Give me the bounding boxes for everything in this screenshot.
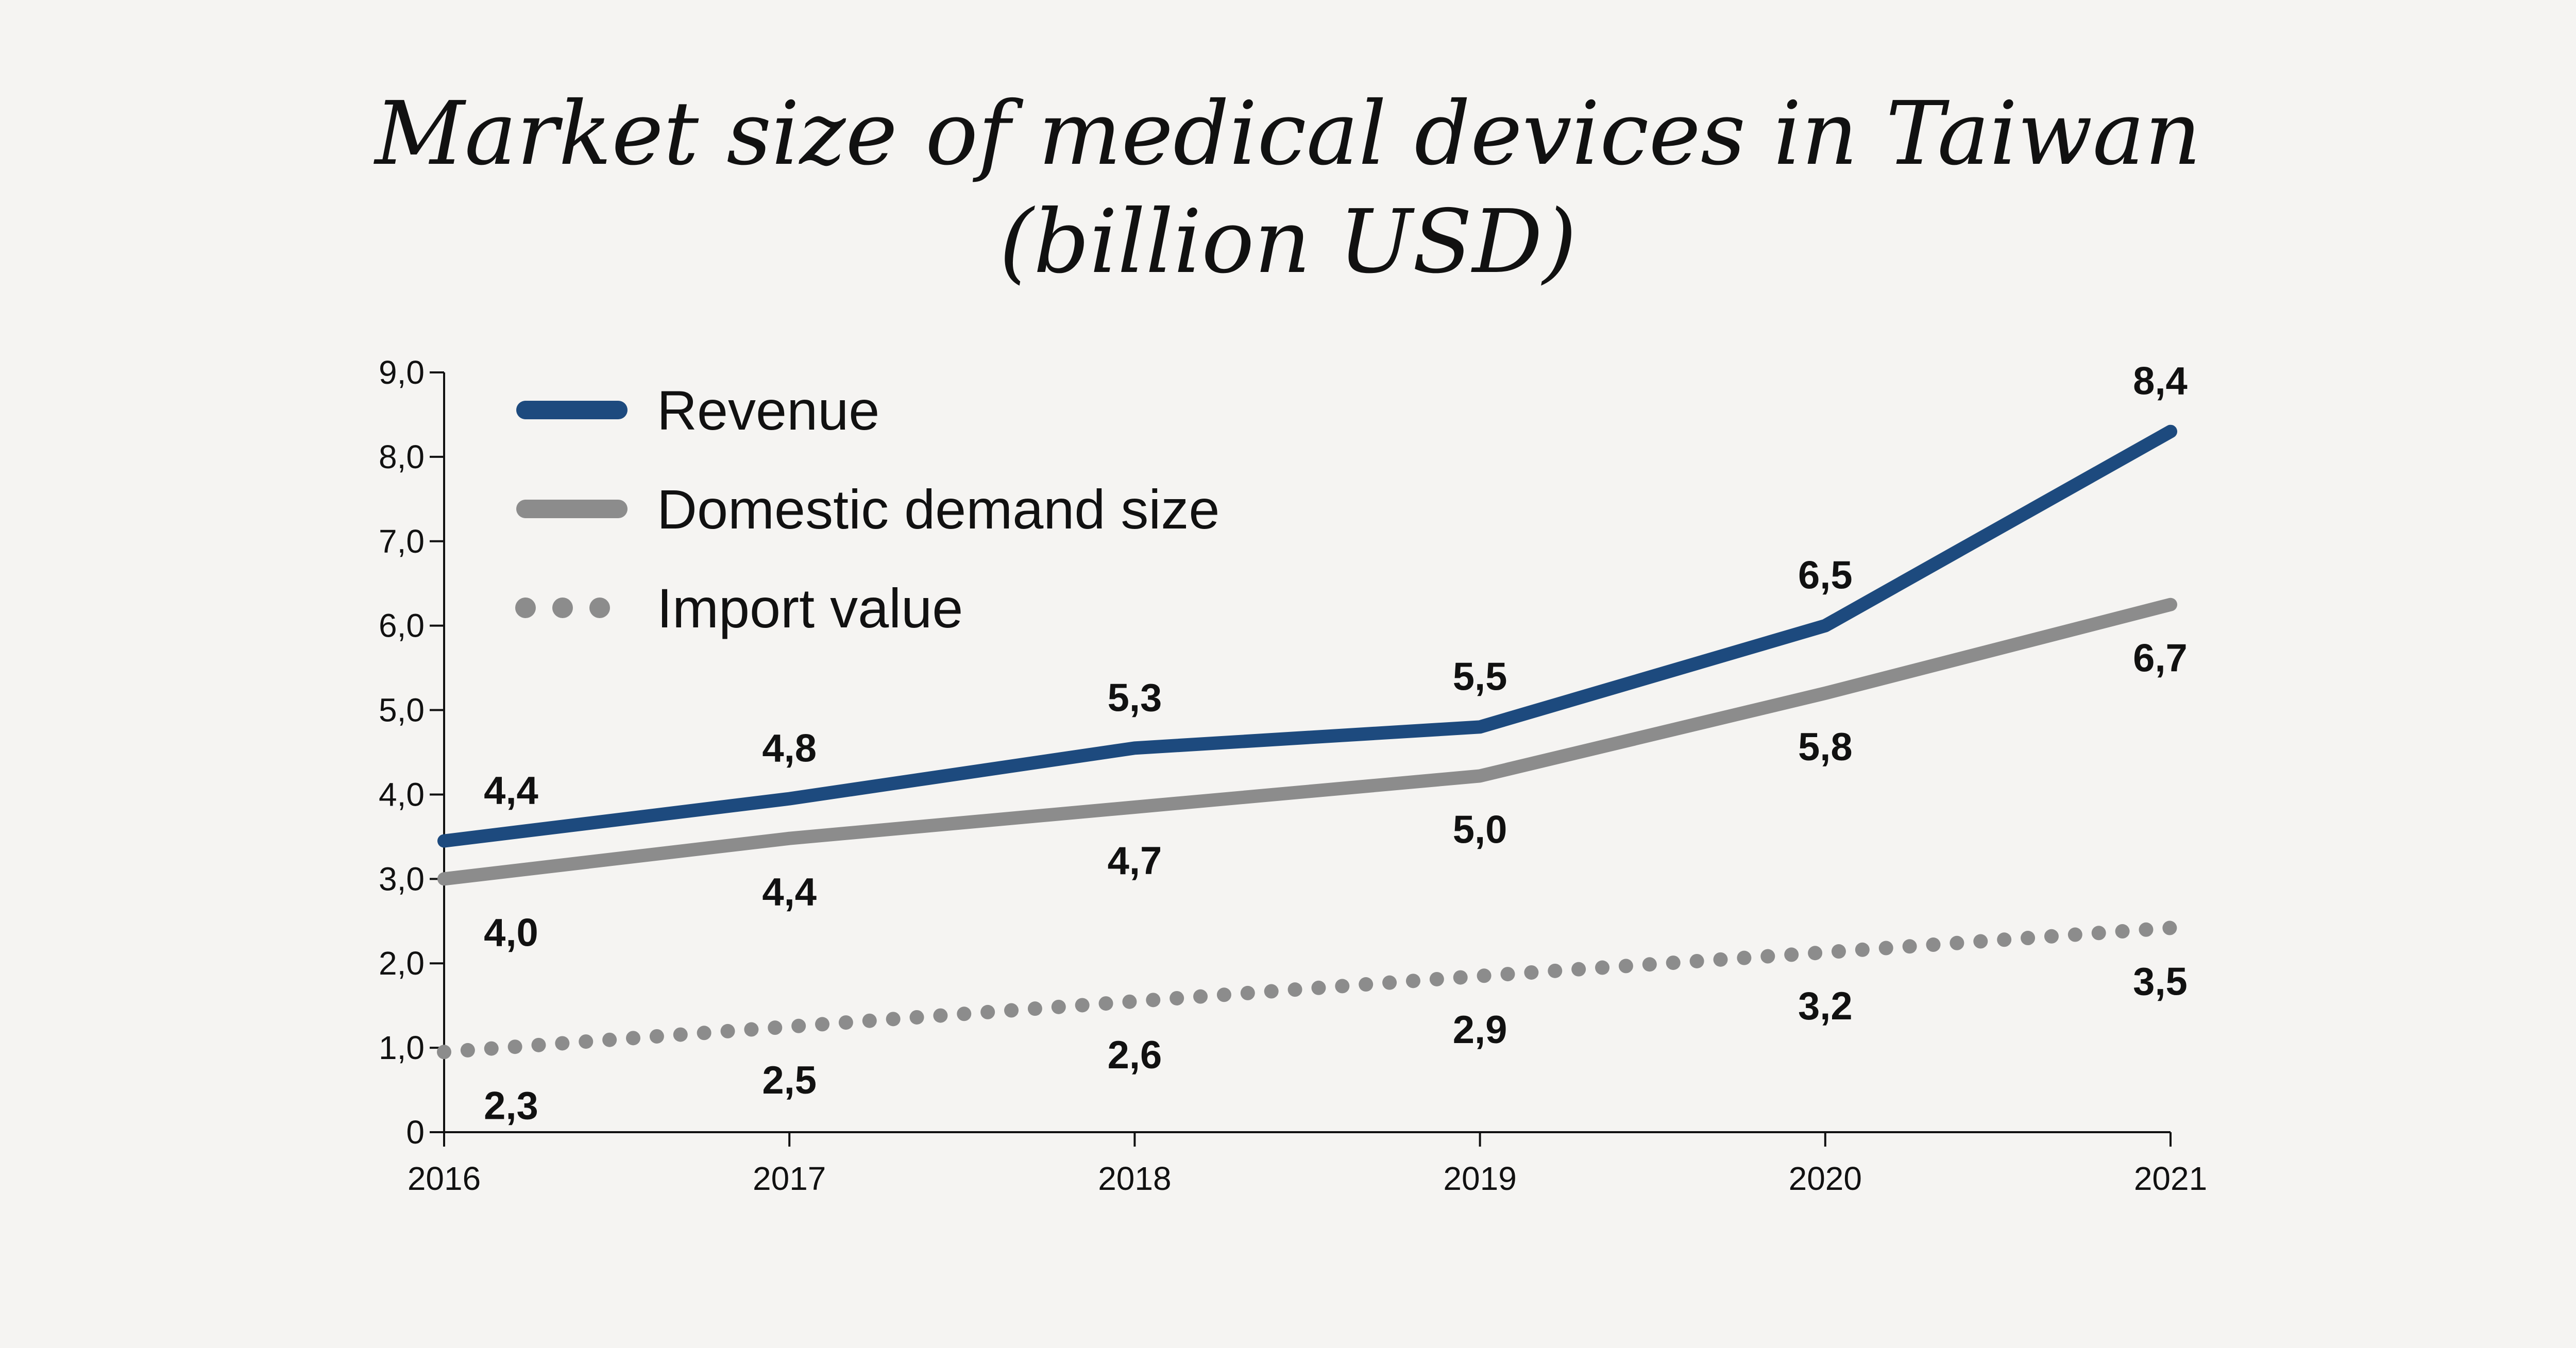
series-0-point bbox=[2170, 431, 2172, 433]
chart-title-line-2: (billion USD) bbox=[999, 191, 1577, 293]
legend: Revenue Domestic demand size Import value bbox=[515, 379, 1219, 639]
series-0-point bbox=[443, 840, 445, 842]
x-tick-label: 2017 bbox=[753, 1160, 826, 1197]
data-label: 3,5 bbox=[2133, 960, 2188, 1003]
data-label: 8,4 bbox=[2133, 360, 2188, 403]
data-label: 2,3 bbox=[484, 1084, 538, 1128]
data-label: 4,4 bbox=[762, 871, 817, 914]
data-label: 5,3 bbox=[1108, 676, 1162, 720]
series-1-point bbox=[443, 878, 445, 880]
series-2-point bbox=[2170, 927, 2172, 929]
series-1-point bbox=[788, 838, 790, 840]
series-1-point bbox=[1479, 775, 1481, 777]
x-tick-label: 2020 bbox=[1789, 1160, 1862, 1197]
series-2-point bbox=[443, 1051, 445, 1053]
y-tick-label: 1,0 bbox=[379, 1029, 425, 1066]
series-line-0 bbox=[437, 424, 2177, 848]
series-0-point bbox=[1824, 625, 1826, 627]
data-label: 5,0 bbox=[1453, 808, 1507, 851]
y-tick-label: 0 bbox=[406, 1114, 425, 1151]
x-tick-label: 2021 bbox=[2134, 1160, 2207, 1197]
data-label: 4,7 bbox=[1108, 839, 1162, 883]
series-2-point bbox=[1133, 1000, 1136, 1002]
series-line-1 bbox=[437, 598, 2177, 886]
data-label: 6,7 bbox=[2133, 637, 2188, 680]
series-2-point bbox=[788, 1026, 790, 1028]
chart-title-line-1: Market size of medical devices in Taiwan bbox=[374, 83, 2201, 185]
data-label: 2,9 bbox=[1453, 1008, 1507, 1052]
series-1-point bbox=[2170, 604, 2172, 606]
data-label: 4,0 bbox=[484, 911, 538, 954]
series-1-point bbox=[1824, 692, 1826, 694]
data-label: 2,6 bbox=[1108, 1033, 1162, 1077]
data-labels: 4,4 4,8 5,3 5,5 6,5 8,4 4,0 4,4 4,7 5,0 5,8 6,7 2,3 2… bbox=[484, 360, 2188, 1128]
legend-label-1: Domestic demand size bbox=[657, 478, 1219, 540]
series-2-point bbox=[1824, 951, 1826, 953]
series-0-point bbox=[1133, 747, 1136, 749]
data-label: 3,2 bbox=[1798, 984, 1853, 1028]
y-tick-label: 4,0 bbox=[379, 776, 425, 813]
axes: 0 1,0 2,0 3,0 4,0 5,0 6,0 7,0 8,0 9,0 2016 2017 2018… bbox=[379, 354, 2207, 1197]
x-tick-label: 2016 bbox=[408, 1160, 481, 1197]
y-tick-label: 8,0 bbox=[379, 438, 425, 475]
series-0-point bbox=[1479, 726, 1481, 728]
series-1-point bbox=[1133, 806, 1136, 808]
x-tick-label: 2018 bbox=[1098, 1160, 1171, 1197]
y-tick-label: 2,0 bbox=[379, 945, 425, 982]
series-0-point bbox=[788, 798, 790, 800]
y-tick-label: 6,0 bbox=[379, 607, 425, 644]
data-label: 5,5 bbox=[1453, 655, 1507, 698]
data-label: 5,8 bbox=[1798, 725, 1853, 769]
legend-label-2: Import value bbox=[657, 577, 963, 639]
data-label: 2,5 bbox=[762, 1059, 817, 1102]
legend-label-0: Revenue bbox=[657, 379, 879, 441]
y-tick-label: 7,0 bbox=[379, 523, 425, 560]
data-label: 4,8 bbox=[762, 727, 817, 771]
y-tick-label: 3,0 bbox=[379, 860, 425, 897]
data-label: 6,5 bbox=[1798, 554, 1853, 598]
series-2-point bbox=[1479, 975, 1481, 977]
series-layer bbox=[437, 424, 2178, 1060]
y-tick-label: 9,0 bbox=[379, 354, 425, 391]
y-tick-label: 5,0 bbox=[379, 692, 425, 729]
data-label: 4,4 bbox=[484, 769, 538, 813]
x-tick-label: 2019 bbox=[1443, 1160, 1516, 1197]
series-line-2 bbox=[437, 920, 2178, 1060]
